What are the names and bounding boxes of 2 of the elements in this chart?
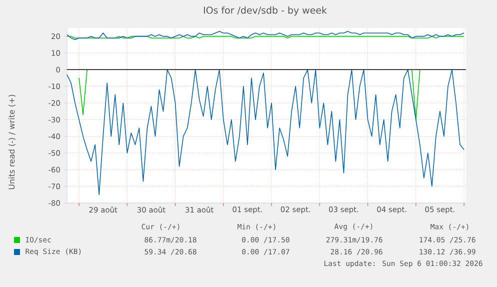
chart-title: IOs for /dev/sdb - by week [204,6,327,16]
line-series [66,69,464,196]
